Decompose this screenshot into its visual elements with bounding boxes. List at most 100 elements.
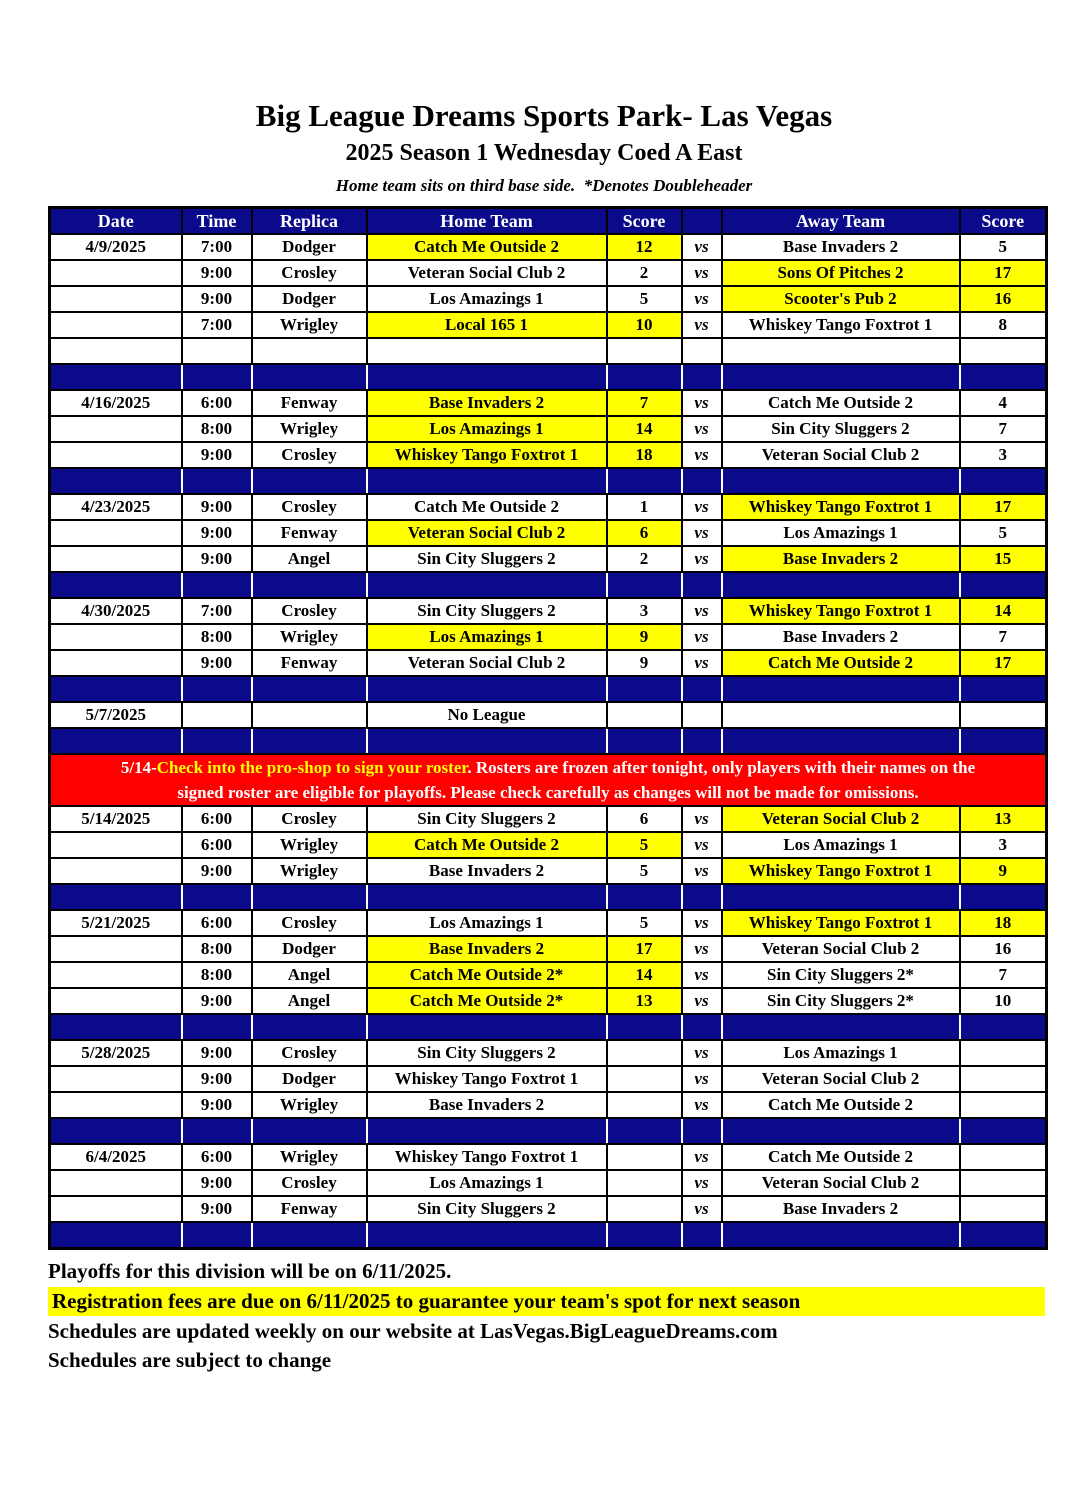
home-team-cell: No League — [365, 701, 608, 729]
date-cell — [48, 285, 183, 313]
schedule-table: Date Time Replica Home Team Score Away T… — [48, 206, 1048, 1250]
separator-cell — [250, 1013, 368, 1041]
separator-cell — [180, 1117, 253, 1145]
header-away-score: Score — [958, 206, 1048, 235]
away-score-cell: 13 — [958, 805, 1048, 833]
game-row: 8:00 Dodger Base Invaders 2 17 vs Veteran Soc… — [48, 935, 1048, 963]
replica-cell: Fenway — [250, 519, 368, 547]
date-cell — [48, 1169, 183, 1197]
home-team-cell: Los Amazings 1 — [365, 415, 608, 443]
date-cell — [48, 415, 183, 443]
date-cell — [48, 311, 183, 339]
separator-cell — [48, 1117, 183, 1145]
time-cell — [180, 701, 253, 729]
away-score-cell — [958, 701, 1048, 729]
vs-cell: vs — [680, 649, 723, 677]
home-score-cell — [605, 1195, 683, 1223]
home-team-cell: Sin City Sluggers 2 — [365, 597, 608, 625]
vs-cell: vs — [680, 1091, 723, 1119]
home-team-cell: Los Amazings 1 — [365, 285, 608, 313]
away-team-cell: Sin City Sluggers 2* — [720, 987, 961, 1015]
vs-cell: vs — [680, 623, 723, 651]
home-score-cell: 3 — [605, 597, 683, 625]
time-cell: 9:00 — [180, 545, 253, 573]
separator-cell — [605, 1221, 683, 1250]
separator-cell — [680, 1013, 723, 1041]
game-row: 9:00 Angel Catch Me Outside 2* 13 vs Sin City… — [48, 987, 1048, 1015]
home-score-cell: 7 — [605, 389, 683, 417]
separator-cell — [365, 727, 608, 755]
date-cell — [48, 857, 183, 885]
away-score-cell: 14 — [958, 597, 1048, 625]
separator-cell — [605, 883, 683, 911]
game-row: 7:00 Wrigley Local 165 1 10 vs Whiskey Tango … — [48, 311, 1048, 339]
separator-cell — [365, 467, 608, 495]
home-team-cell: Los Amazings 1 — [365, 1169, 608, 1197]
separator-row — [48, 571, 1048, 599]
away-team-cell: Base Invaders 2 — [720, 545, 961, 573]
separator-cell — [48, 1013, 183, 1041]
away-team-cell: Catch Me Outside 2 — [720, 1091, 961, 1119]
vs-cell: vs — [680, 389, 723, 417]
away-score-cell — [958, 1195, 1048, 1223]
home-team-cell: Catch Me Outside 2* — [365, 987, 608, 1015]
date-cell: 5/21/2025 — [48, 909, 183, 937]
time-cell: 9:00 — [180, 285, 253, 313]
vs-cell: vs — [680, 909, 723, 937]
away-score-cell: 17 — [958, 493, 1048, 521]
away-team-cell: Catch Me Outside 2 — [720, 389, 961, 417]
away-team-cell: Whiskey Tango Foxtrot 1 — [720, 597, 961, 625]
home-score-cell: 17 — [605, 935, 683, 963]
separator-cell — [250, 467, 368, 495]
separator-cell — [48, 467, 183, 495]
separator-cell — [48, 571, 183, 599]
replica-cell: Crosley — [250, 597, 368, 625]
vs-cell: vs — [680, 1195, 723, 1223]
away-score-cell — [958, 1065, 1048, 1093]
home-team-cell: Whiskey Tango Foxtrot 1 — [365, 441, 608, 469]
home-team-cell: Catch Me Outside 2 — [365, 233, 608, 261]
time-cell: 9:00 — [180, 519, 253, 547]
banner-text: . Rosters are frozen after tonight, only… — [467, 758, 976, 777]
game-row: 9:00 Fenway Sin City Sluggers 2 vs Base Inva… — [48, 1195, 1048, 1223]
away-team-cell: Sin City Sluggers 2 — [720, 415, 961, 443]
separator-cell — [605, 363, 683, 391]
vs-cell: vs — [680, 857, 723, 885]
separator-row — [48, 467, 1048, 495]
separator-cell — [680, 1221, 723, 1250]
home-score-cell: 14 — [605, 415, 683, 443]
game-row: 6/4/2025 6:00 Wrigley Whiskey Tango Foxtrot… — [48, 1143, 1048, 1171]
website-note: Schedules are updated weekly on our webs… — [48, 1319, 778, 1343]
separator-cell — [180, 467, 253, 495]
game-row: 8:00 Wrigley Los Amazings 1 14 vs Sin City Sl… — [48, 415, 1048, 443]
time-cell: 9:00 — [180, 987, 253, 1015]
date-cell: 5/14/2025 — [48, 805, 183, 833]
game-row: 4/16/2025 6:00 Fenway Base Invaders 2 7 vs Cat… — [48, 389, 1048, 417]
away-score-cell — [958, 1091, 1048, 1119]
vs-cell: vs — [680, 259, 723, 287]
time-cell: 9:00 — [180, 441, 253, 469]
date-cell — [48, 545, 183, 573]
separator-cell — [180, 1013, 253, 1041]
time-cell: 9:00 — [180, 493, 253, 521]
empty-cell — [958, 337, 1048, 365]
replica-cell: Crosley — [250, 805, 368, 833]
replica-cell: Wrigley — [250, 415, 368, 443]
away-team-cell: Whiskey Tango Foxtrot 1 — [720, 493, 961, 521]
date-cell — [48, 441, 183, 469]
separator-cell — [958, 883, 1048, 911]
separator-cell — [720, 883, 961, 911]
separator-cell — [48, 1221, 183, 1250]
date-cell — [48, 623, 183, 651]
away-team-cell: Whiskey Tango Foxtrot 1 — [720, 857, 961, 885]
date-cell — [48, 649, 183, 677]
home-score-cell — [605, 701, 683, 729]
time-cell: 8:00 — [180, 935, 253, 963]
vs-cell: vs — [680, 961, 723, 989]
vs-cell: vs — [680, 233, 723, 261]
separator-cell — [958, 363, 1048, 391]
game-row: 9:00 Crosley Los Amazings 1 vs Veteran Socia… — [48, 1169, 1048, 1197]
date-cell — [48, 1091, 183, 1119]
header-home-score: Score — [605, 206, 683, 235]
